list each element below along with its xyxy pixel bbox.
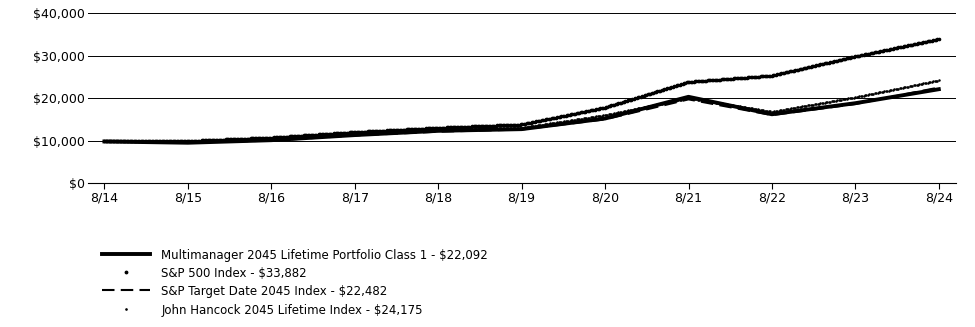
S&P 500 Index - $33,882 [590, 107, 602, 111]
Line: S&P 500 Index - $33,882: S&P 500 Index - $33,882 [102, 37, 941, 143]
Multimanager 2045 Lifetime Portfolio Class 1 - $22,092 [849, 101, 861, 105]
John Hancock 2045 Lifetime Index - $24,175 [933, 78, 945, 82]
S&P Target Date 2045 Index - $22,482 [432, 130, 444, 134]
S&P Target Date 2045 Index - $22,482 [516, 128, 527, 131]
John Hancock 2045 Lifetime Index - $24,175 [248, 137, 259, 141]
S&P Target Date 2045 Index - $22,482 [682, 97, 694, 101]
Multimanager 2045 Lifetime Portfolio Class 1 - $22,092 [682, 95, 694, 99]
S&P 500 Index - $33,882 [726, 77, 738, 80]
Multimanager 2045 Lifetime Portfolio Class 1 - $22,092 [98, 140, 110, 144]
Multimanager 2045 Lifetime Portfolio Class 1 - $22,092 [516, 127, 527, 131]
John Hancock 2045 Lifetime Index - $24,175 [657, 101, 669, 105]
S&P Target Date 2045 Index - $22,482 [265, 139, 277, 143]
S&P Target Date 2045 Index - $22,482 [98, 140, 110, 144]
John Hancock 2045 Lifetime Index - $24,175 [592, 114, 604, 118]
Line: Multimanager 2045 Lifetime Portfolio Class 1 - $22,092: Multimanager 2045 Lifetime Portfolio Cla… [104, 89, 939, 143]
S&P 500 Index - $33,882 [476, 124, 488, 128]
S&P Target Date 2045 Index - $22,482 [766, 113, 778, 117]
S&P 500 Index - $33,882 [656, 88, 668, 92]
S&P Target Date 2045 Index - $22,482 [933, 86, 945, 90]
S&P 500 Index - $33,882 [98, 139, 110, 143]
John Hancock 2045 Lifetime Index - $24,175 [478, 127, 489, 130]
John Hancock 2045 Lifetime Index - $24,175 [182, 140, 194, 144]
S&P Target Date 2045 Index - $22,482 [849, 102, 861, 106]
John Hancock 2045 Lifetime Index - $24,175 [728, 104, 740, 108]
S&P Target Date 2045 Index - $22,482 [600, 117, 611, 121]
S&P 500 Index - $33,882 [933, 37, 945, 41]
Multimanager 2045 Lifetime Portfolio Class 1 - $22,092 [933, 87, 945, 91]
Multimanager 2045 Lifetime Portfolio Class 1 - $22,092 [349, 133, 361, 137]
Multimanager 2045 Lifetime Portfolio Class 1 - $22,092 [182, 141, 194, 145]
Legend: Multimanager 2045 Lifetime Portfolio Class 1 - $22,092, S&P 500 Index - $33,882,: Multimanager 2045 Lifetime Portfolio Cla… [102, 249, 488, 317]
Line: John Hancock 2045 Lifetime Index - $24,175: John Hancock 2045 Lifetime Index - $24,1… [103, 79, 940, 143]
Multimanager 2045 Lifetime Portfolio Class 1 - $22,092 [600, 116, 611, 120]
Multimanager 2045 Lifetime Portfolio Class 1 - $22,092 [265, 138, 277, 142]
Line: S&P Target Date 2045 Index - $22,482: S&P Target Date 2045 Index - $22,482 [104, 88, 939, 143]
John Hancock 2045 Lifetime Index - $24,175 [315, 134, 327, 138]
S&P Target Date 2045 Index - $22,482 [349, 133, 361, 137]
Multimanager 2045 Lifetime Portfolio Class 1 - $22,092 [766, 112, 778, 116]
S&P 500 Index - $33,882 [247, 136, 258, 140]
Multimanager 2045 Lifetime Portfolio Class 1 - $22,092 [432, 129, 444, 133]
John Hancock 2045 Lifetime Index - $24,175 [98, 139, 110, 143]
S&P Target Date 2045 Index - $22,482 [182, 141, 194, 145]
S&P 500 Index - $33,882 [313, 132, 325, 136]
